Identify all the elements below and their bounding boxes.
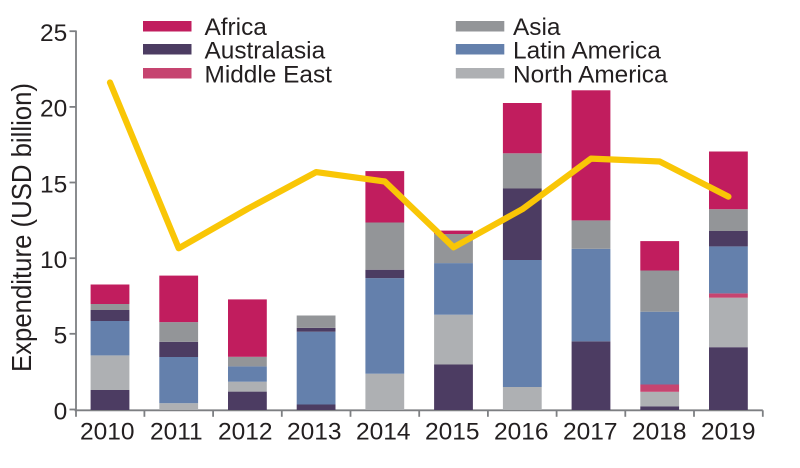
svg-text:2015: 2015	[425, 419, 480, 446]
svg-text:15: 15	[40, 171, 67, 198]
svg-text:2010: 2010	[80, 419, 135, 446]
svg-text:Latin America: Latin America	[513, 37, 661, 64]
svg-text:5: 5	[54, 323, 68, 350]
svg-text:2016: 2016	[494, 419, 549, 446]
svg-text:Middle East: Middle East	[205, 61, 333, 88]
svg-text:Africa: Africa	[205, 14, 268, 41]
svg-text:2017: 2017	[563, 419, 618, 446]
svg-text:2014: 2014	[356, 419, 411, 446]
svg-text:Australasia: Australasia	[205, 37, 326, 64]
svg-text:2013: 2013	[287, 419, 342, 446]
svg-text:10: 10	[40, 247, 67, 274]
svg-text:2018: 2018	[632, 419, 687, 446]
svg-text:Expenditure (USD billion): Expenditure (USD billion)	[6, 83, 37, 372]
svg-text:0: 0	[54, 398, 68, 425]
svg-text:2011: 2011	[150, 419, 203, 446]
svg-text:20: 20	[40, 96, 67, 123]
svg-text:2019: 2019	[701, 419, 756, 446]
svg-text:Asia: Asia	[513, 14, 561, 41]
svg-text:25: 25	[40, 20, 67, 47]
svg-text:North America: North America	[513, 61, 668, 88]
svg-text:2012: 2012	[218, 419, 273, 446]
